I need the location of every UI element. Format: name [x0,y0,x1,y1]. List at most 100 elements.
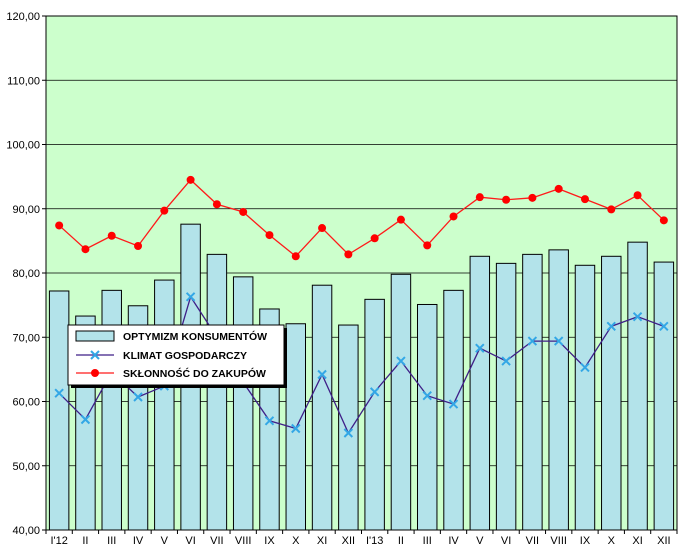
bar [495,262,517,531]
marker-zakupy [55,221,64,230]
marker-klimat [291,423,301,434]
y-tick-label: 110,00 [7,75,40,87]
marker-klimat [632,311,643,322]
bar [338,324,359,531]
x-tick-label: XII [657,535,670,547]
x-tick-label: IV [448,535,459,547]
y-tick-label: 50,00 [12,461,40,473]
x-tick-label: I'13 [366,535,383,547]
bar [469,255,491,531]
x-tick-label: VIII [235,535,252,547]
marker-klimat [317,369,327,380]
marker-zakupy [528,193,537,202]
y-tick-label: 40,00 [12,525,40,537]
bar [522,253,543,531]
marker-zakupy [554,184,563,193]
x-tick-label: II [82,535,88,547]
x-tick-label: XI [632,535,642,547]
marker-klimat [527,336,538,346]
x-tick-label: IX [264,535,275,547]
y-tick-label: 60,00 [12,397,40,409]
marker-klimat [553,336,564,346]
marker-zakupy [607,205,616,214]
marker-zakupy [659,216,668,225]
marker-klimat [396,356,406,366]
marker-zakupy [265,231,274,240]
x-tick-label: III [423,535,432,547]
x-tick-label: IX [580,535,591,547]
marker-zakupy [449,212,458,221]
legend-swatch-optymizm [75,330,115,342]
bar [417,303,438,531]
legend-label-optymizm: OPTYMIZM KONSUMENTÓW [123,330,267,343]
marker-zakupy [186,175,195,184]
marker-klimat [343,428,354,438]
x-tick-label: VI [501,535,511,547]
bar [364,298,385,531]
marker-klimat [475,343,485,353]
marker-klimat [54,388,64,398]
x-tick-label: XI [317,535,327,547]
legend-marker-zakupy [91,369,99,377]
legend-marker-klimat [90,350,100,360]
x-tick-label: X [292,535,300,547]
x-tick-label: II [398,535,404,547]
marker-klimat [80,414,91,425]
marker-zakupy [212,200,221,209]
marker-zakupy [475,193,484,202]
marker-zakupy [344,250,353,259]
y-axis-ticks: 40,00 50,00 60,00 70,00 80,00 90,00 100,00 110,… [6,11,46,537]
bar [653,261,675,531]
marker-zakupy [81,245,90,254]
plot-border [45,15,678,531]
legend-label-klimat: KLIMAT GOSPODARCZY [123,350,247,362]
bar [548,249,569,531]
y-tick-label: 70,00 [12,332,40,344]
bar [232,276,254,531]
marker-zakupy [423,241,432,250]
marker-zakupy [134,242,143,251]
x-axis-ticks: I'12 II III IV V VI VII VIII IX X XI XII I'13 II III IV… [45,530,678,547]
x-tick-label: VII [210,535,223,547]
x-tick-label: IV [133,535,144,547]
marker-klimat [501,356,511,366]
marker-zakupy [580,195,589,204]
marker-klimat [133,392,143,402]
series-zakupy [55,175,668,261]
marker-klimat [659,321,669,332]
y-tick-label: 80,00 [12,268,40,280]
bar [206,253,228,531]
marker-klimat [606,321,616,332]
bar [443,289,464,531]
x-tick-label: VII [526,535,539,547]
bar [311,284,333,531]
x-tick-label: X [608,535,616,547]
marker-klimat [580,362,590,373]
marker-klimat [448,399,459,409]
marker-zakupy [291,252,300,261]
x-tick-label: III [107,535,116,547]
bar [627,241,648,531]
bar [390,273,412,531]
legend-label-zakupy: SKŁONNOŚĆ DO ZAKUPÓW [123,367,266,380]
y-tick-label: 100,00 [6,140,40,152]
marker-klimat [264,416,275,426]
x-tick-label: VIII [550,535,567,547]
marker-zakupy [107,231,116,240]
y-tick-label: 90,00 [12,204,40,216]
x-tick-label: XII [342,535,355,547]
line-zakupy [58,178,665,258]
x-tick-label: I'12 [50,535,67,547]
bar [574,264,596,531]
x-tick-label: V [161,535,169,547]
x-tick-label: V [476,535,484,547]
bar [601,255,622,531]
legend: OPTYMIZM KONSUMENTÓW KLIMAT GOSPODARCZY … [67,324,287,388]
marker-zakupy [396,215,405,224]
marker-klimat [422,391,432,401]
bar [154,279,175,531]
marker-zakupy [160,206,169,215]
y-tick-label: 120,00 [6,11,40,23]
marker-klimat [369,387,380,397]
